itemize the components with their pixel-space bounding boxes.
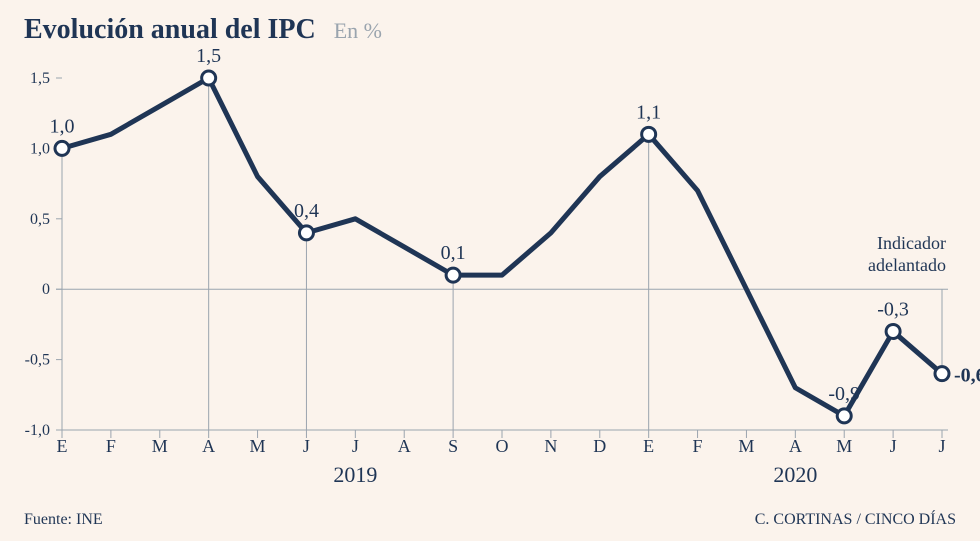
value-label: 0,1	[441, 242, 466, 264]
month-label: J	[890, 436, 897, 456]
y-tick-label: -0,5	[25, 352, 50, 369]
value-label: 0,4	[294, 200, 319, 222]
data-marker	[642, 127, 656, 141]
month-label: O	[496, 436, 509, 456]
source-label: Fuente: INE	[24, 511, 103, 528]
year-label: 2020	[773, 462, 817, 487]
value-label: 1,1	[636, 101, 661, 123]
month-label: E	[57, 436, 68, 456]
data-marker	[202, 71, 216, 85]
annotation-label-1: Indicador	[877, 233, 946, 253]
value-label: -0,9	[828, 383, 860, 405]
chart-container: Evolución anual del IPC En % -1,0-0,500,…	[0, 0, 980, 541]
chart-svg: -1,0 -0,5 0 0,5 1,0 1,5 E F M A M J J A S O N D E F M A M J J 201…	[0, 0, 980, 541]
month-label: E	[643, 436, 654, 456]
data-marker	[886, 324, 900, 338]
month-label: M	[836, 436, 852, 456]
y-tick-label: 1,0	[30, 140, 50, 157]
month-label: M	[250, 436, 266, 456]
month-label: M	[738, 436, 754, 456]
value-label: 1,0	[50, 115, 75, 137]
year-label: 2019	[333, 462, 377, 487]
data-marker	[837, 409, 851, 423]
value-label: -0,6	[954, 365, 980, 387]
month-label: J	[938, 436, 945, 456]
month-label: S	[448, 436, 458, 456]
month-label: A	[398, 436, 411, 456]
month-label: A	[789, 436, 802, 456]
data-marker	[446, 268, 460, 282]
month-label: J	[303, 436, 310, 456]
credit-label: C. CORTINAS / CINCO DÍAS	[755, 511, 956, 529]
month-label: J	[352, 436, 359, 456]
value-label: 1,5	[196, 45, 221, 67]
y-tick-label: 1,5	[30, 70, 50, 87]
data-marker	[935, 367, 949, 381]
month-label: F	[693, 436, 703, 456]
month-label: D	[593, 436, 606, 456]
data-marker	[55, 141, 69, 155]
month-label: F	[106, 436, 116, 456]
y-tick-label: 0	[42, 281, 50, 298]
y-tick-label: -1,0	[25, 422, 50, 439]
y-tick-label: 0,5	[30, 211, 50, 228]
value-label: -0,3	[877, 298, 909, 320]
month-label: M	[152, 436, 168, 456]
month-label: N	[544, 436, 557, 456]
month-label: A	[202, 436, 215, 456]
series-line	[62, 78, 942, 416]
data-marker	[299, 226, 313, 240]
footer: Fuente: INE C. CORTINAS / CINCO DÍAS	[24, 511, 956, 529]
annotation-label-2: adelantado	[868, 255, 946, 275]
